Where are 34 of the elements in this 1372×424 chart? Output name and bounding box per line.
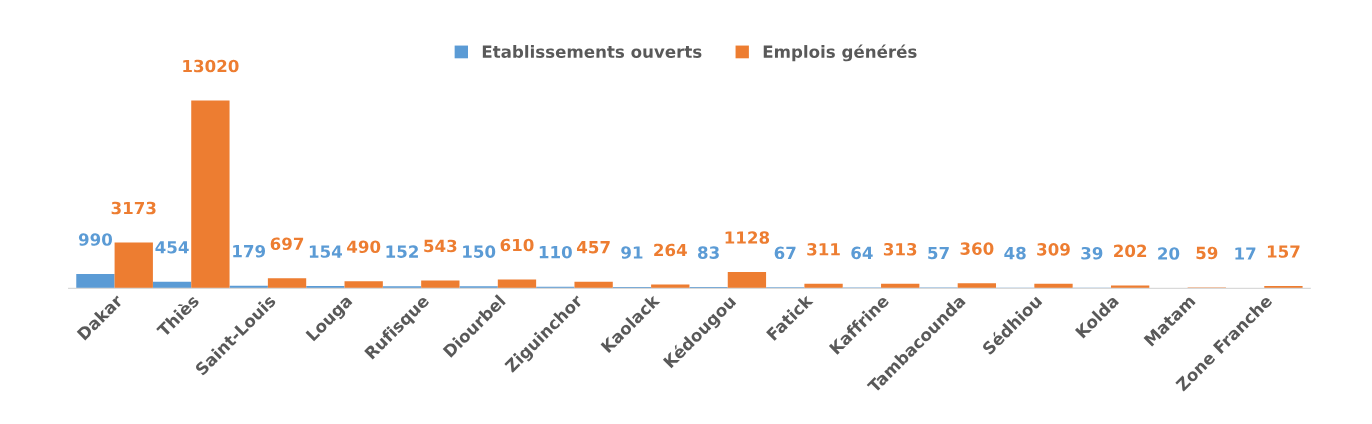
data-label: 454 <box>155 241 189 254</box>
data-label: 543 <box>424 239 457 253</box>
data-label: 313 <box>883 242 917 256</box>
data-label: 202 <box>1114 244 1147 258</box>
data-label: 67 <box>774 246 796 260</box>
data-label: 57 <box>928 246 949 260</box>
data-label: 3173 <box>111 201 156 215</box>
data-label: 990 <box>78 233 113 246</box>
data-label: 39 <box>1081 246 1103 260</box>
data-label: 48 <box>1004 246 1026 260</box>
data-label: 83 <box>698 246 719 259</box>
legend-label: Emplois générés <box>763 44 917 62</box>
data-label: 360 <box>960 242 994 255</box>
data-label: 697 <box>270 237 304 251</box>
data-label: 13020 <box>183 59 239 73</box>
data-label: 110 <box>539 245 572 259</box>
data-label: 154 <box>309 245 342 258</box>
data-label: 311 <box>807 243 840 256</box>
data-label: 17 <box>1235 247 1256 260</box>
data-label: 1128 <box>725 231 770 244</box>
data-label: 64 <box>851 246 873 260</box>
data-label: 179 <box>233 244 266 258</box>
data-label: 610 <box>500 238 534 252</box>
data-label: 157 <box>1267 245 1300 258</box>
data-label: 152 <box>386 245 418 258</box>
legend-label: Etablissements ouverts <box>482 45 702 58</box>
data-label: 91 <box>621 246 643 259</box>
data-label: 309 <box>1037 243 1070 256</box>
data-label: 490 <box>347 240 381 254</box>
data-label: 59 <box>1196 246 1218 260</box>
data-label: 264 <box>654 243 687 257</box>
data-label: 457 <box>576 241 610 254</box>
data-label: 150 <box>463 245 496 258</box>
data-label: 20 <box>1158 247 1180 260</box>
